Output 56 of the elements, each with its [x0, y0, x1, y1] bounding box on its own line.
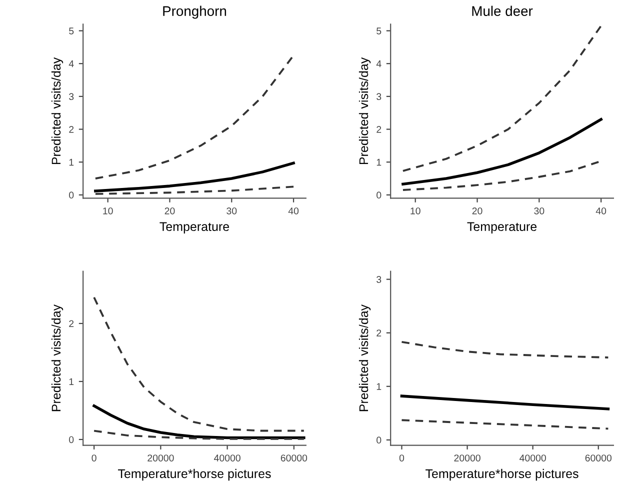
y-tick-label: 3	[376, 93, 382, 100]
x-tick-label: 10	[410, 207, 420, 214]
x-tick-label: 20000	[454, 454, 480, 462]
x-tick-label: 40	[596, 207, 606, 214]
x-axis-title: Temperature	[160, 222, 230, 234]
y-tick-label: 2	[69, 126, 74, 133]
chart-title: Mule deer	[472, 6, 533, 16]
line-series	[93, 430, 305, 440]
line-series	[94, 162, 295, 192]
y-tick-label: 5	[69, 28, 74, 34]
x-tick-label: 20	[164, 207, 175, 214]
y-axis-title: Predicted visits/day	[358, 304, 371, 412]
y-tick-label: 0	[376, 192, 382, 199]
x-tick-label: 30	[534, 207, 544, 214]
y-tick-label: 1	[376, 158, 382, 166]
x-tick-label: 40	[288, 207, 299, 214]
x-tick-label: 40000	[520, 454, 546, 462]
line-series	[93, 296, 305, 432]
line-series	[94, 186, 295, 195]
x-axis-title: Temperature*horse pictures	[118, 468, 271, 481]
x-tick-label: 60000	[280, 454, 308, 462]
y-tick-label: 2	[376, 330, 382, 336]
line-series	[92, 404, 306, 440]
y-tick-label: 3	[376, 276, 382, 283]
x-tick-label: 20	[472, 207, 482, 214]
y-tick-label: 2	[69, 320, 74, 328]
y-axis-title: Predicted visits/day	[358, 57, 371, 164]
x-tick-label: 30	[226, 207, 237, 214]
x-tick-label: 60000	[585, 454, 612, 462]
y-tick-label: 0	[376, 436, 382, 444]
line-series	[402, 24, 602, 172]
chart-title: Pronghorn	[163, 6, 226, 19]
y-tick-label: 4	[376, 60, 382, 68]
line-series	[402, 118, 602, 186]
y-tick-label: 4	[68, 60, 74, 68]
line-series	[400, 419, 610, 430]
y-axis-title: Predicted visits/day	[51, 57, 64, 164]
y-tick-label: 5	[376, 28, 382, 34]
y-tick-label: 3	[69, 93, 74, 100]
x-tick-label: 40000	[214, 454, 240, 462]
y-tick-label: 1	[376, 383, 382, 390]
x-tick-label: 0	[399, 454, 404, 462]
y-tick-label: 1	[69, 378, 74, 386]
y-tick-label: 0	[69, 436, 74, 444]
y-axis-title: Predicted visits/day	[51, 304, 64, 412]
x-axis-title: Temperature*horse pictures	[426, 468, 578, 481]
x-tick-label: 10	[103, 207, 113, 214]
line-series	[94, 54, 295, 180]
x-tick-label: 0	[92, 454, 96, 462]
y-tick-label: 0	[69, 192, 74, 199]
x-tick-label: 20000	[148, 454, 174, 462]
x-axis-title: Temperature	[467, 222, 537, 234]
line-series	[400, 340, 610, 358]
line-series	[400, 394, 610, 410]
y-tick-label: 1	[69, 158, 74, 166]
y-tick-label: 2	[376, 126, 382, 133]
